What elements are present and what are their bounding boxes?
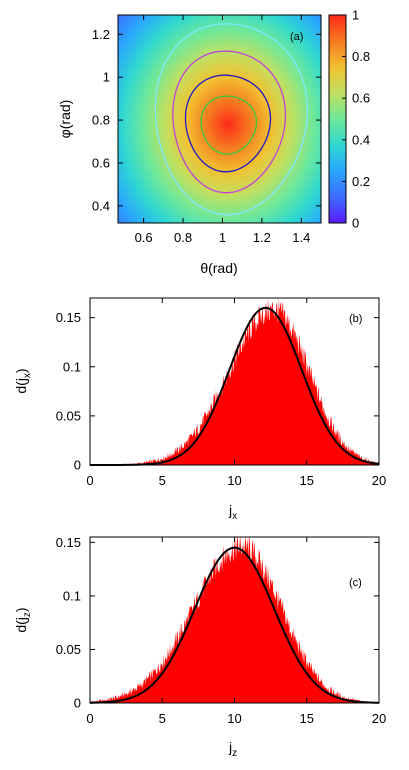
panel-b-label: (b) xyxy=(349,313,362,325)
colorbar-tick-label: 1 xyxy=(352,8,359,23)
colorbar-tick-label: 0.8 xyxy=(352,49,370,64)
y-tick-label: 0.1 xyxy=(63,359,81,374)
y-axis-label: φ(rad) xyxy=(57,100,73,139)
panel-a: 0.6 0.8 1 1.2 1.4 0.4 0.6 0.8 1 1.2 (a) θ(rad) φ(… xyxy=(57,8,370,277)
x-axis-label-main: j xyxy=(228,502,232,518)
x-tick-label: 20 xyxy=(372,711,386,726)
panel-c-label: (c) xyxy=(349,577,362,589)
y-axis-label-sub: z xyxy=(22,612,33,617)
axis-ticks: 0 5 10 15 20 0 0.05 0.1 0.15 xyxy=(56,298,386,488)
x-tick-label: 20 xyxy=(372,473,386,488)
x-tick-label: 1 xyxy=(219,230,226,245)
x-tick-label: 10 xyxy=(227,711,241,726)
x-tick-label: 0.8 xyxy=(174,230,192,245)
x-axis-label: jx xyxy=(228,502,237,522)
x-axis-label-sub: z xyxy=(232,748,237,759)
y-tick-label: 1 xyxy=(103,70,110,85)
heatmap-frame xyxy=(117,14,322,224)
x-tick-label: 10 xyxy=(227,473,241,488)
x-axis-label-sub: x xyxy=(232,511,237,522)
y-axis-label: d(jz) xyxy=(13,607,33,632)
x-axis-label: θ(rad) xyxy=(200,260,237,276)
y-axis-label-main: d(j xyxy=(13,378,29,394)
y-tick-label: 0.05 xyxy=(56,408,81,423)
y-tick-label: 0.6 xyxy=(92,155,110,170)
axis-ticks: 0 5 10 15 20 0 0.05 0.1 0.15 xyxy=(56,535,387,726)
contour-0.8 xyxy=(200,95,258,155)
contour-0.6 xyxy=(184,74,272,173)
contour-0.4 xyxy=(172,50,287,194)
axis-ticks: 0.6 0.8 1 1.2 1.4 0.4 0.6 0.8 1 1.2 xyxy=(92,15,321,245)
x-tick-label: 0.6 xyxy=(135,230,153,245)
x-tick-label: 5 xyxy=(159,473,166,488)
heatmap-field xyxy=(118,15,321,223)
y-tick-label: 0.8 xyxy=(92,113,110,128)
y-axis-label-close: ) xyxy=(13,368,29,373)
y-tick-label: 1.2 xyxy=(92,27,110,42)
histogram-area xyxy=(90,534,379,703)
colorbar-tick-label: 0 xyxy=(352,216,359,231)
colorbar-tick-label: 0.4 xyxy=(352,132,370,147)
histogram-plot xyxy=(89,534,380,704)
contour-lines xyxy=(154,23,309,216)
y-tick-label: 0 xyxy=(74,458,81,473)
contour-0.2 xyxy=(154,23,309,216)
panel-a-label: (a) xyxy=(290,31,303,43)
x-tick-label: 0 xyxy=(86,711,93,726)
colorbar-tick-label: 0.6 xyxy=(352,91,370,106)
x-tick-label: 15 xyxy=(300,473,314,488)
x-tick-label: 0 xyxy=(86,473,93,488)
y-tick-label: 0 xyxy=(74,696,81,711)
colorbar-ticks: 0 0.2 0.4 0.6 0.8 1 xyxy=(342,8,370,231)
x-tick-label: 1.4 xyxy=(292,230,310,245)
y-tick-label: 0.4 xyxy=(92,198,110,213)
y-tick-label: 0.15 xyxy=(56,310,81,325)
y-axis-label-sub: x xyxy=(22,373,33,378)
histogram-plot xyxy=(90,297,380,466)
y-tick-label: 0.1 xyxy=(63,588,81,603)
y-axis-label: d(jx) xyxy=(13,368,33,393)
x-tick-label: 5 xyxy=(159,711,166,726)
y-tick-label: 0.15 xyxy=(56,535,81,550)
x-tick-label: 15 xyxy=(300,711,314,726)
y-axis-label-close: ) xyxy=(13,607,29,612)
fit-curve xyxy=(89,546,380,704)
x-axis-label-main: j xyxy=(228,739,232,755)
colorbar xyxy=(328,14,347,224)
histogram-area xyxy=(90,297,379,465)
y-tick-label: 0.05 xyxy=(56,642,81,657)
colorbar-tick-label: 0.2 xyxy=(352,174,370,189)
x-tick-label: 1.2 xyxy=(253,230,271,245)
x-axis-label: jz xyxy=(228,739,237,759)
y-axis-label-main: d(j xyxy=(13,617,29,633)
